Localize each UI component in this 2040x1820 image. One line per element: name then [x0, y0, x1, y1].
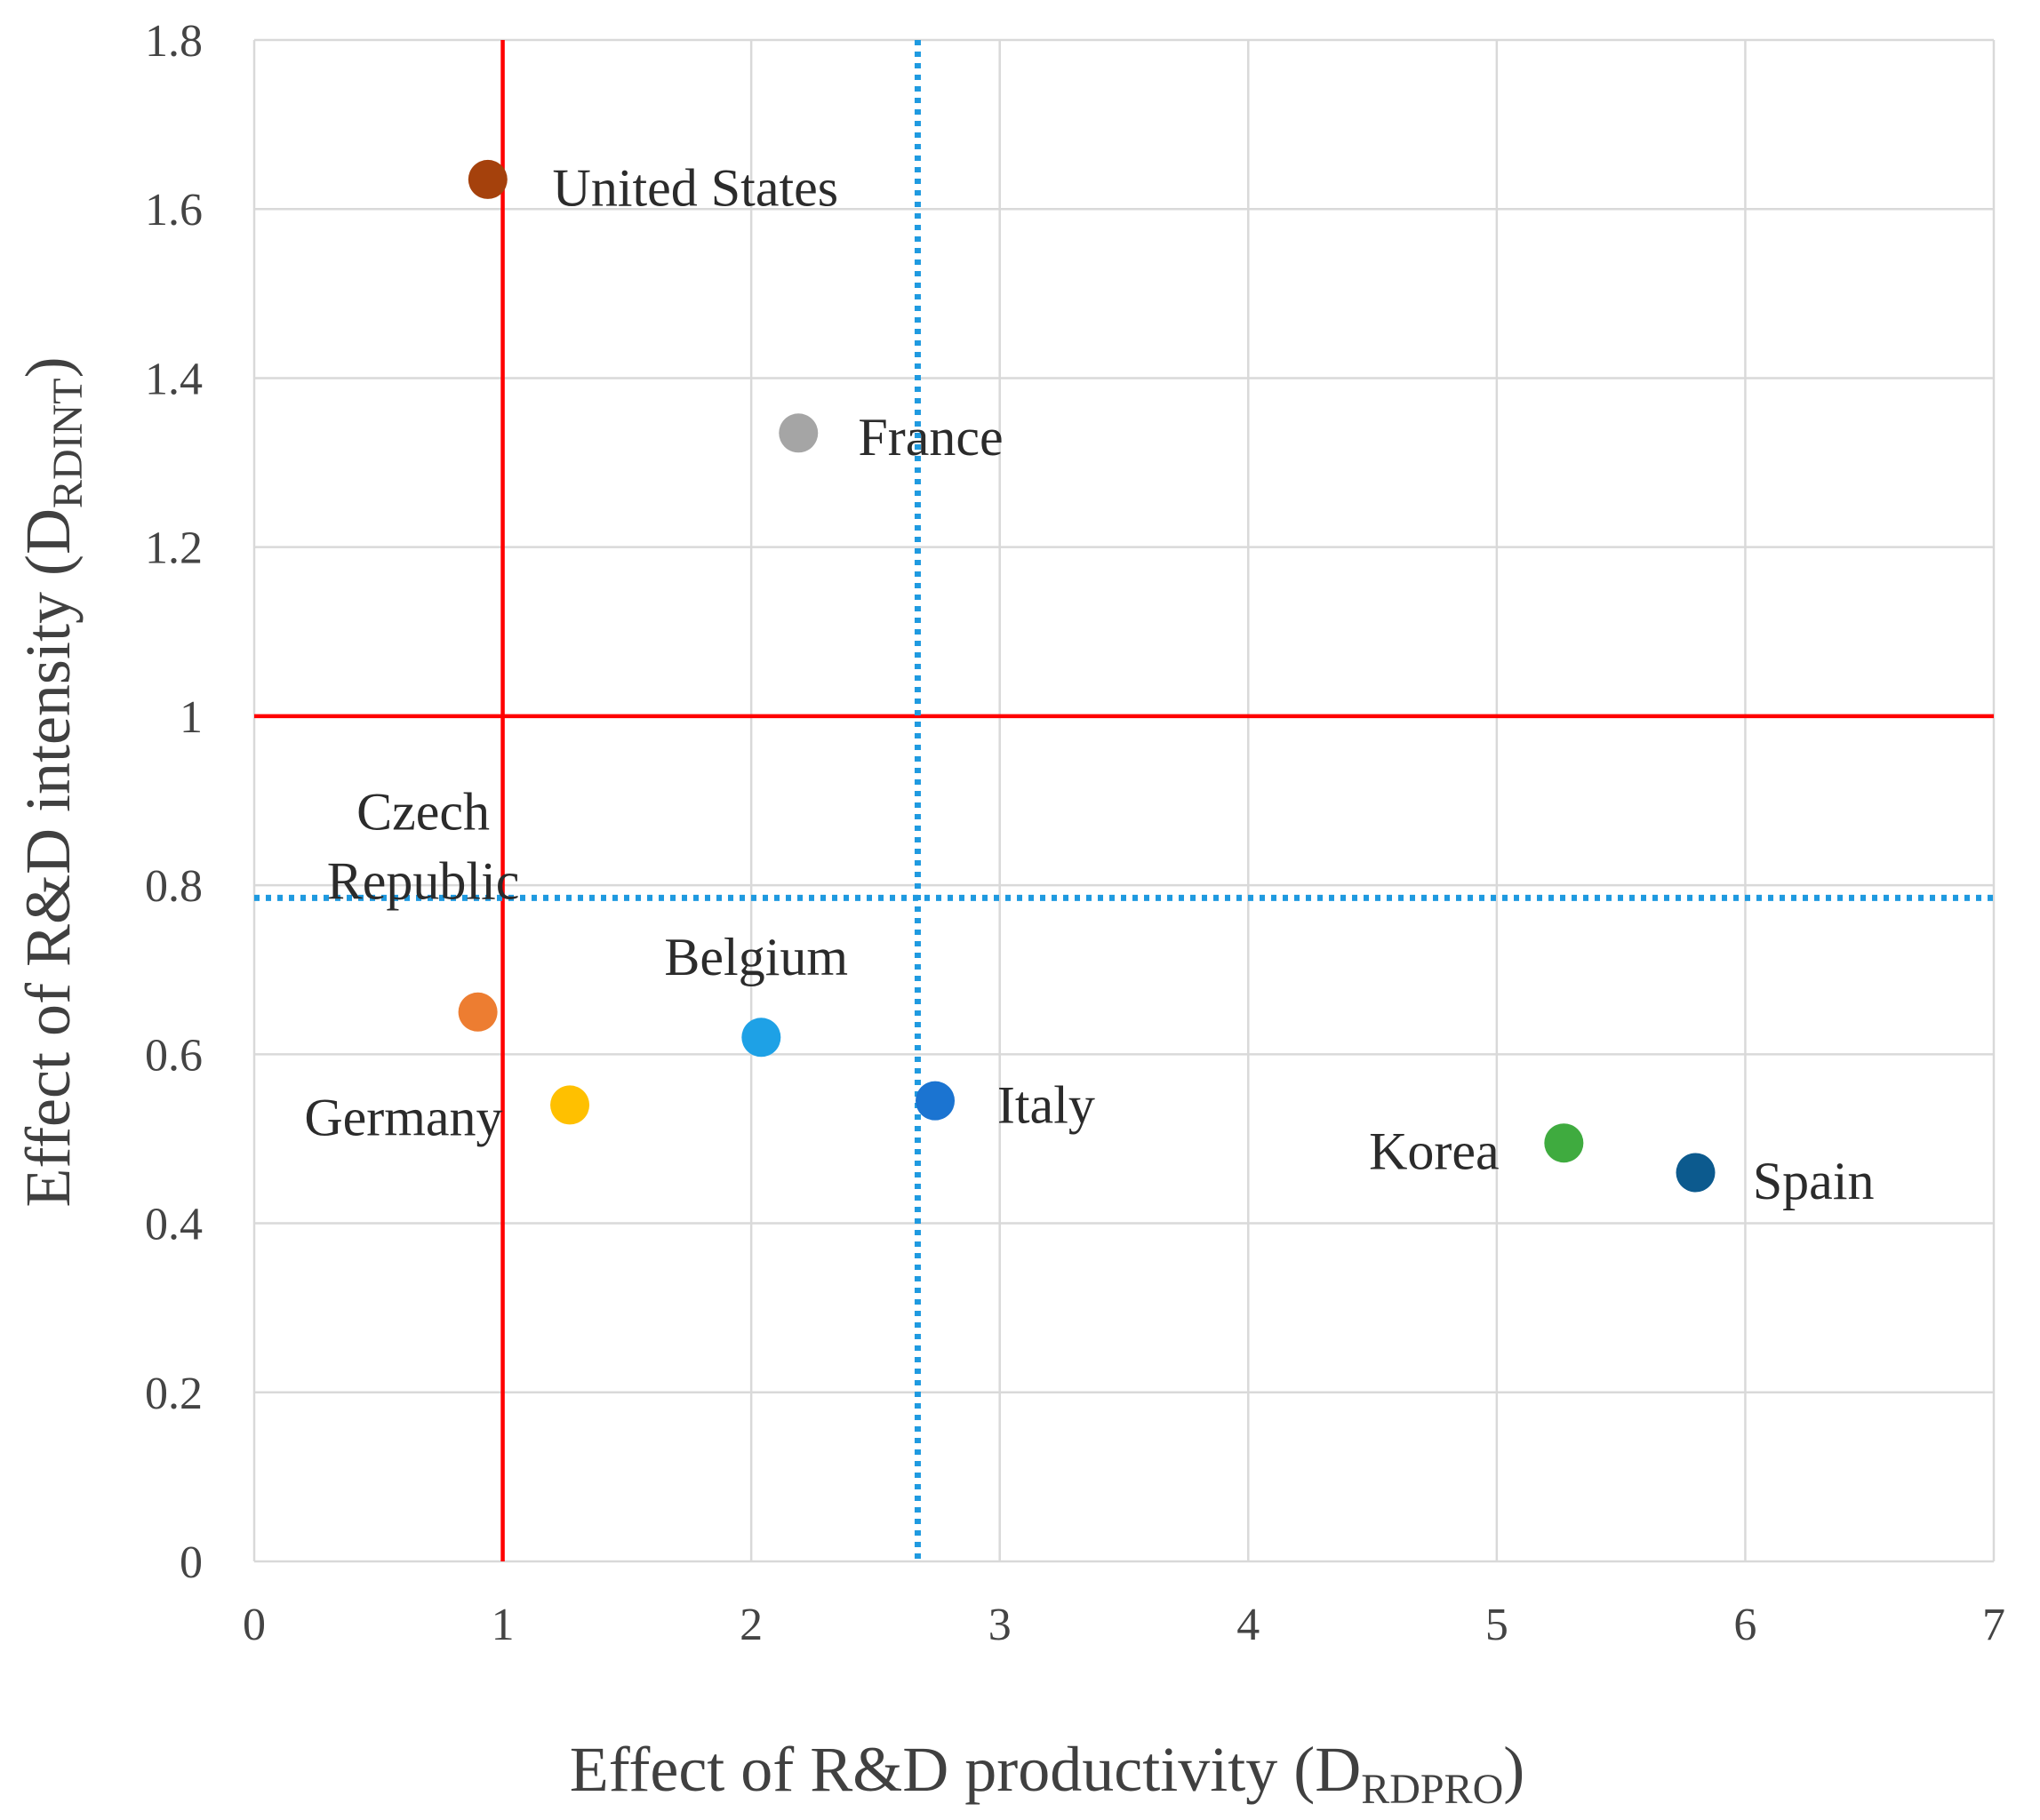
point-france	[779, 413, 819, 453]
y-tick-label: 1.4	[145, 354, 203, 404]
label-line: Czech	[356, 782, 490, 841]
point-labels: United States France Czech Republic Belgium G…	[304, 158, 1874, 1210]
label-line: Italy	[997, 1075, 1095, 1134]
y-tick-label: 0.4	[145, 1200, 203, 1250]
x-tick-label: 4	[1236, 1600, 1260, 1650]
point-united-states	[468, 159, 508, 199]
point-korea	[1544, 1123, 1584, 1163]
y-axis-ticks: 0 0.2 0.4 0.6 0.8 1 1.2 1.4 1.6 1.8	[145, 16, 203, 1588]
y-tick-label: 1.8	[145, 16, 203, 67]
point-germany	[550, 1085, 590, 1125]
label-belgium: Belgium	[664, 928, 848, 986]
x-tick-label: 7	[1982, 1600, 2005, 1650]
x-tick-label: 3	[988, 1600, 1012, 1650]
x-axis-title-subscript: RDPRO	[1361, 1766, 1503, 1813]
x-tick-label: 0	[243, 1600, 266, 1650]
point-italy	[916, 1081, 956, 1121]
label-italy: Italy	[997, 1075, 1095, 1134]
x-axis-title: Effect of R&D productivity (DRDPRO)	[570, 1734, 1525, 1813]
x-axis-title-main: Effect of R&D productivity (D	[570, 1734, 1361, 1805]
x-tick-label: 6	[1733, 1600, 1756, 1650]
y-tick-label: 0.2	[145, 1369, 203, 1419]
point-belgium	[741, 1018, 781, 1058]
y-tick-label: 0.8	[145, 861, 203, 912]
label-spain: Spain	[1753, 1152, 1875, 1210]
x-axis-title-close: )	[1503, 1734, 1524, 1805]
data-points	[458, 159, 1716, 1193]
label-line: Spain	[1753, 1152, 1875, 1210]
y-tick-label: 0	[180, 1537, 203, 1588]
x-axis-ticks: 0 1 2 3 4 5 6 7	[243, 1600, 2005, 1650]
y-axis-title-main: Effect of R&D intensity (D	[12, 508, 84, 1208]
y-axis-title-close: )	[12, 356, 84, 378]
label-czech-republic: Czech Republic	[327, 782, 520, 910]
label-germany: Germany	[304, 1089, 502, 1147]
label-line: Belgium	[664, 928, 848, 986]
label-line: Republic	[327, 851, 520, 910]
label-line: United States	[552, 158, 838, 217]
reference-lines	[254, 40, 1994, 1561]
label-united-states: United States	[552, 158, 838, 217]
y-axis-title-subscript: RDINT	[44, 378, 92, 508]
y-tick-label: 1.6	[145, 185, 203, 235]
x-tick-label: 5	[1485, 1600, 1508, 1650]
x-tick-label: 2	[740, 1600, 763, 1650]
label-line: Germany	[304, 1089, 502, 1147]
label-korea: Korea	[1369, 1122, 1500, 1181]
y-tick-label: 1	[180, 692, 203, 743]
y-axis-title: Effect of R&D intensity (DRDINT)	[12, 356, 92, 1207]
x-tick-label: 1	[492, 1600, 515, 1650]
y-tick-label: 1.2	[145, 523, 203, 574]
label-line: Korea	[1369, 1122, 1500, 1181]
label-france: France	[858, 408, 1003, 467]
label-line: France	[858, 408, 1003, 467]
point-spain	[1676, 1153, 1716, 1193]
gridlines	[252, 38, 1996, 1563]
y-tick-label: 0.6	[145, 1030, 203, 1081]
point-czech-republic	[458, 992, 498, 1032]
